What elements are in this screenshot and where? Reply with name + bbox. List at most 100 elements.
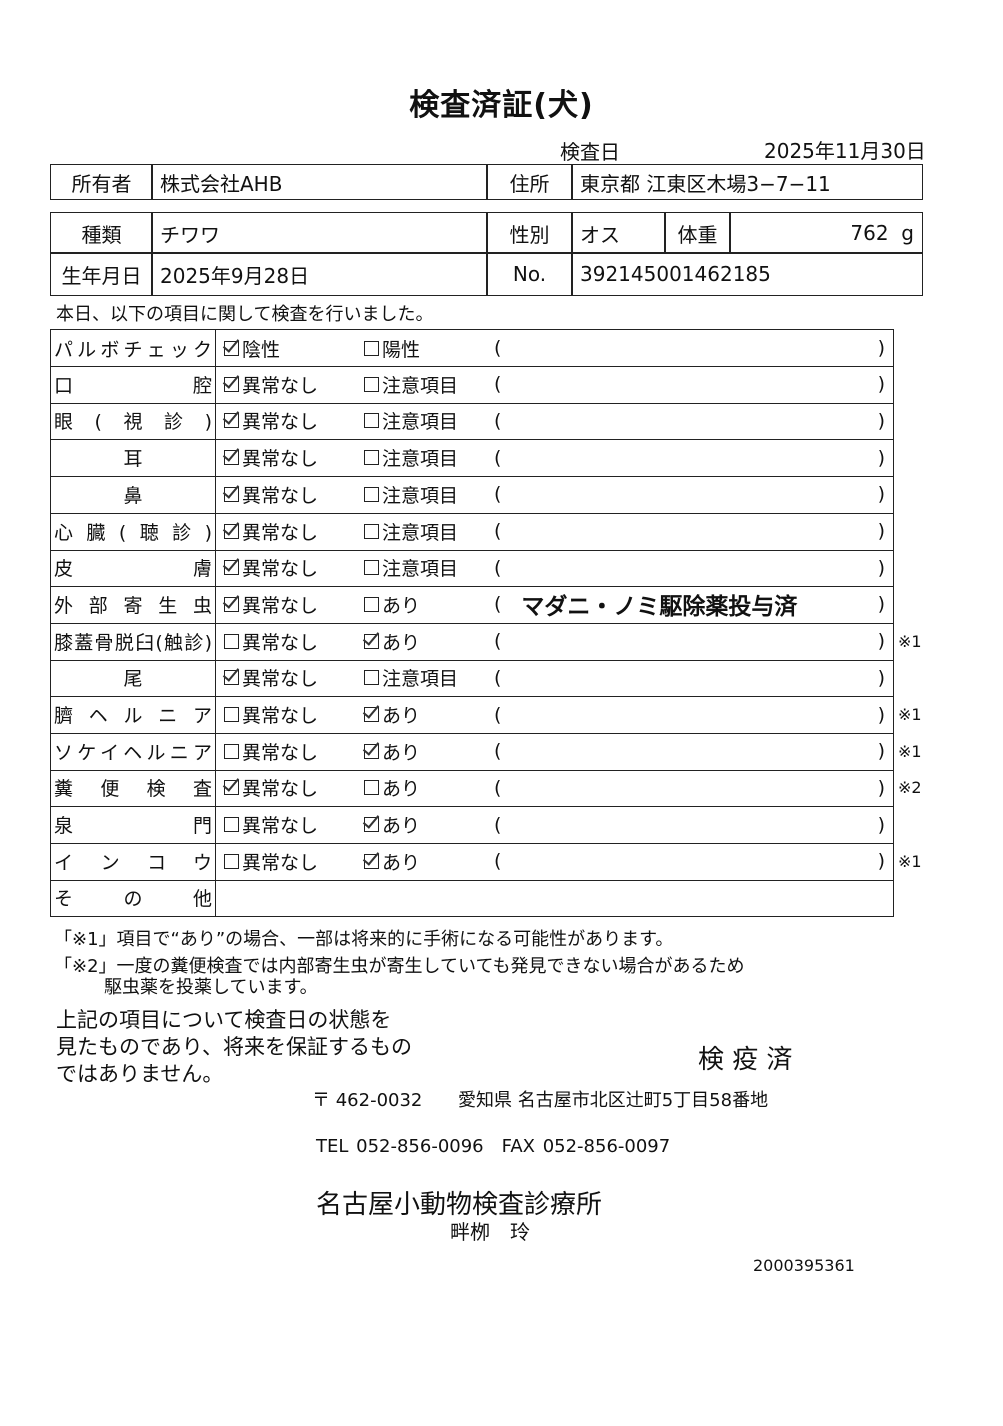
option-1: 異常なし [216,586,356,623]
paren-open: ( [494,850,502,873]
option-label: 異常なし [242,668,319,691]
checkbox[interactable] [224,340,239,356]
number-label: No. [486,252,573,296]
sex-value: オス [571,212,666,254]
checkbox[interactable] [364,486,379,502]
paren-open: ( [494,483,502,506]
table-row: 口腔 異常なし 注意項目 () [50,365,894,404]
checkbox[interactable] [364,743,379,759]
number-value: 392145001462185 [571,252,923,296]
checkbox[interactable] [224,523,239,539]
comment-field: () [486,402,893,439]
table-row: 鼻 異常なし 注意項目 () [50,475,894,514]
disclaimer-3: ではありません。 [56,1062,224,1086]
checkbox[interactable] [224,560,239,576]
paren-open: ( [494,520,502,542]
option-label: 注意項目 [382,668,459,691]
comment-field: () [486,733,893,770]
option-label: 異常なし [242,594,319,617]
owner-label: 所有者 [50,164,153,200]
table-row: インコウ 異常なし あり () [50,842,894,881]
option-label: 注意項目 [382,411,459,434]
row-label-text: 尾 [123,668,143,691]
checkbox[interactable] [224,376,239,392]
row-label-text: 口腔 [54,374,212,397]
checkbox[interactable] [224,853,239,869]
quarantine-stamp: 検 疫 済 [698,1045,793,1075]
option-label: あり [382,741,421,764]
checkbox[interactable] [364,817,379,833]
row-label: 皮膚 [51,549,216,587]
checkbox[interactable] [224,707,239,722]
paren-open: ( [494,409,502,432]
comment-field: () [486,476,893,513]
paren-open: ( [494,337,502,359]
birthdate-value: 2025年9月28日 [151,252,488,296]
comment-field: (マダニ・ノミ駆除薬投与済) [486,586,893,623]
row-label: ソケイヘルニア [51,732,216,770]
disclaimer-1: 上記の項目について検査日の状態を [56,1008,392,1032]
paren-open: ( [494,556,502,579]
checkbox[interactable] [364,560,379,576]
row-label: 臍ヘルニア [51,696,216,733]
row-label-text: 泉門 [54,815,212,838]
owner-value: 株式会社AHB [151,164,488,200]
paren-close: ) [877,630,885,653]
phone-fax: TEL 052-856-0096 FAX 052-856-0097 [316,1136,671,1157]
paren-close: ) [877,409,885,432]
checkbox[interactable] [364,340,379,356]
weight-unit: g [901,221,914,245]
checkbox[interactable] [224,596,239,612]
checkbox[interactable] [364,376,379,392]
option-2: あり [356,806,486,843]
checkbox[interactable] [364,853,379,869]
checkbox[interactable] [224,450,239,466]
clinic-address: 愛知県 名古屋市北区辻町5丁目58番地 [458,1090,769,1111]
paren-close: ) [877,593,885,616]
option-1: 異常なし [216,439,356,476]
option-1: 異常なし [216,623,356,660]
checkbox[interactable] [224,817,239,833]
option-label: あり [382,778,421,801]
checkbox[interactable] [364,523,379,539]
option-2: 注意項目 [356,476,486,513]
row-label-text: 糞便検査 [54,778,212,801]
option-label: あり [382,705,421,727]
checkbox[interactable] [364,780,379,796]
paren-open: ( [494,703,502,726]
checkbox[interactable] [364,450,379,466]
checkbox[interactable] [224,743,239,759]
option-2: あり [356,843,486,880]
option-1: 異常なし [216,402,356,439]
checkbox[interactable] [224,486,239,502]
postal-code: 〒 462-0032 [312,1090,423,1111]
checkbox[interactable] [364,413,379,429]
checkbox[interactable] [224,780,239,796]
table-row: 皮膚 異常なし 注意項目 () [50,549,894,588]
paren-close: ) [877,483,885,506]
option-2: あり [356,696,486,733]
disclaimer-2: 見たものであり、将来を保証するもの [56,1035,412,1059]
footnote-1: 「※1」項目で“あり”の場合、一部は将来的に手術になる可能性があります。 [54,929,674,950]
checkbox[interactable] [364,633,379,649]
paren-close: ) [877,776,885,799]
option-label: 異常なし [242,741,319,764]
checkbox[interactable] [364,707,379,722]
checkbox[interactable] [224,413,239,429]
checkbox[interactable] [364,670,379,686]
row-label: パルボチェック [51,330,216,366]
row-label-text: パルボチェック [54,338,212,361]
weight-label: 体重 [664,212,731,254]
table-row: 眼(視診) 異常なし 注意項目 () [50,402,894,441]
option-label: あり [382,851,421,874]
serial-number: 2000395361 [753,1256,855,1275]
checkbox[interactable] [224,633,239,649]
clinic-name: 名古屋小動物検査診療所 [316,1190,603,1220]
checkbox[interactable] [224,670,239,686]
checkbox[interactable] [364,596,379,612]
option-2: 注意項目 [356,549,486,586]
row-label-text: 臍ヘルニア [54,705,212,727]
paren-open: ( [494,813,502,836]
option-label: 異常なし [242,705,319,727]
paren-close: ) [877,813,885,836]
